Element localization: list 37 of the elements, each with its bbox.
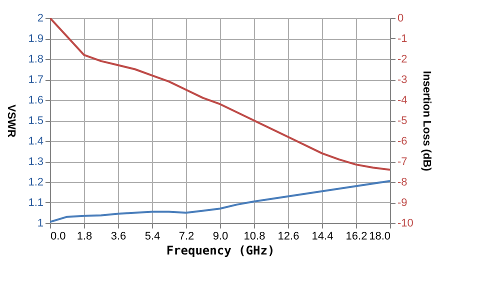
x-tick-label: 16.2 <box>346 230 368 242</box>
y-tick-label: 1.9 <box>28 33 44 45</box>
y2-tick-label: -9 <box>398 197 408 209</box>
x-tick-label: 5.4 <box>144 230 160 242</box>
y2-tick-label: -1 <box>398 33 408 45</box>
y2-tick-label: -7 <box>398 156 408 168</box>
y-tick-label: 1.3 <box>28 156 44 168</box>
y-tick-label: 1.5 <box>28 115 44 127</box>
x-tick-label: 14.4 <box>312 230 334 242</box>
x-tick-label: 12.6 <box>278 230 300 242</box>
x-axis-title: Frequency (GHz) <box>166 244 275 258</box>
x-tick-label: 0.0 <box>50 230 66 242</box>
y2-tick-label: -4 <box>398 94 408 106</box>
y-tick-label: 1.4 <box>28 136 44 148</box>
x-tick-label: 1.8 <box>76 230 92 242</box>
line-series <box>50 18 390 171</box>
x-tick-label: 9.0 <box>212 230 228 242</box>
y2-tick-label: -3 <box>398 74 408 86</box>
y2-tick-label: -10 <box>398 218 414 230</box>
y-axis-title: VSWR <box>5 104 18 138</box>
y-tick-label: 1 <box>37 218 44 230</box>
y-tick-label: 1.1 <box>28 197 44 209</box>
y2-tick-label: -5 <box>398 115 408 127</box>
y2-axis-title: Insertion Loss (dB) <box>420 70 432 172</box>
x-tick-label: 18.0 <box>369 230 390 242</box>
y-tick-label: 1.8 <box>28 54 44 66</box>
y2-tick-label: -8 <box>398 176 408 188</box>
y-tick-label: 1.7 <box>28 74 44 86</box>
y-tick-label: 2 <box>37 12 44 24</box>
y-tick-label: 1.6 <box>28 94 44 106</box>
y2-tick-label: 0 <box>398 12 404 24</box>
x-tick-label: 10.8 <box>244 230 266 242</box>
x-tick-label: 3.6 <box>110 230 126 242</box>
y-tick-label: 1.2 <box>28 176 44 188</box>
y2-tick-label: -2 <box>398 54 408 66</box>
y2-tick-label: -6 <box>398 136 408 148</box>
x-tick-label: 7.2 <box>178 230 194 242</box>
